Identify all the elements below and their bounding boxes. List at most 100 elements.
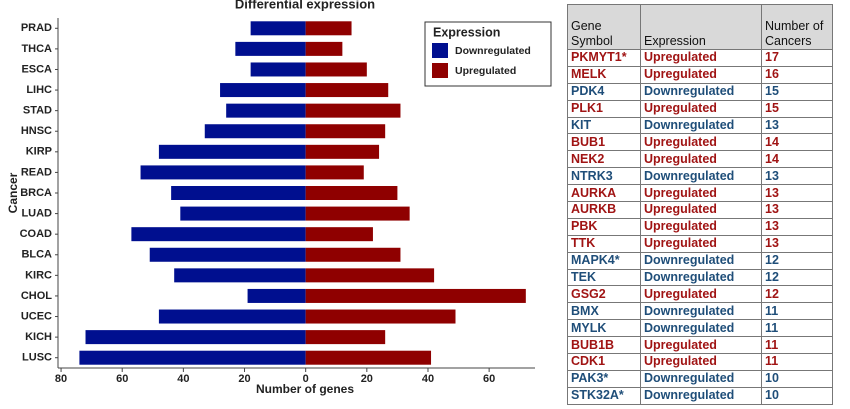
cell: STK32A* <box>567 386 641 405</box>
cell: Upregulated <box>640 285 762 304</box>
bar <box>131 227 306 242</box>
cell: 16 <box>761 65 833 84</box>
y-tick-label: COAD <box>20 228 52 240</box>
table-row: KIT Downregulated 13 <box>567 116 833 135</box>
bar <box>305 21 352 36</box>
cell: Downregulated <box>640 319 762 338</box>
y-tick-label: ESCA <box>21 63 52 75</box>
header-cell: Gene Symbol <box>567 4 641 50</box>
bar <box>305 103 401 118</box>
gene-table: Gene Symbol Expression Number of Cancers PK… <box>567 4 833 405</box>
cell: CDK1 <box>567 353 641 371</box>
x-tick-label: 60 <box>116 373 128 385</box>
bar <box>305 288 526 303</box>
cell: MELK <box>567 65 641 84</box>
cell: Downregulated <box>640 369 762 388</box>
table-row: NEK2 Upregulated 14 <box>567 150 833 169</box>
cell: Upregulated <box>640 99 762 118</box>
table-row: TTK Upregulated 13 <box>567 234 833 253</box>
y-tick-label: UCEC <box>21 310 52 322</box>
x-axis-label: Number of genes <box>256 382 354 396</box>
cell: Upregulated <box>640 184 762 203</box>
cell: 14 <box>761 133 833 152</box>
cell: Downregulated <box>640 268 762 287</box>
cell: 15 <box>761 99 833 118</box>
chart-title: Differential expression <box>235 0 375 11</box>
table-row: BUB1B Upregulated 11 <box>567 336 833 355</box>
cell: 12 <box>761 268 833 287</box>
cell: 10 <box>761 369 833 388</box>
cell: TEK <box>567 268 641 287</box>
table-row: BMX Downregulated 11 <box>567 302 833 321</box>
bar <box>247 288 306 303</box>
x-tick-label: 60 <box>483 373 495 385</box>
cell: Downregulated <box>640 82 762 101</box>
cell: BUB1 <box>567 133 641 152</box>
cell: Upregulated <box>640 150 762 169</box>
y-tick-label: KIRP <box>26 146 52 158</box>
bar <box>180 206 306 221</box>
cell: 11 <box>761 353 833 371</box>
bar <box>305 186 398 200</box>
cell: AURKA <box>567 184 641 203</box>
cell: 12 <box>761 251 833 270</box>
header-cell: Number of Cancers <box>761 4 833 50</box>
table-row: STK32A* Downregulated 10 <box>567 386 833 405</box>
bar <box>305 268 435 283</box>
cell: Downregulated <box>640 167 762 186</box>
bar <box>226 103 306 118</box>
y-tick-label: KIRC <box>25 269 52 281</box>
cell: Upregulated <box>640 133 762 152</box>
table-row: PKMYT1* Upregulated 17 <box>567 49 833 67</box>
bar <box>305 62 367 77</box>
y-tick-label: LUAD <box>21 207 52 219</box>
cell: 14 <box>761 150 833 169</box>
y-tick-label: LUSC <box>22 352 52 364</box>
bar <box>305 247 401 262</box>
cell: Downregulated <box>640 251 762 270</box>
bar <box>158 144 306 159</box>
cell: Downregulated <box>640 116 762 135</box>
cell: 13 <box>761 184 833 203</box>
chart: Differential expression Number of genes … <box>6 0 552 396</box>
header-cell: Expression <box>640 4 762 50</box>
cell: 15 <box>761 82 833 101</box>
x-tick-label: 40 <box>177 373 189 385</box>
table-row: BUB1 Upregulated 14 <box>567 133 833 152</box>
cell: KIT <box>567 116 641 135</box>
table-row: PDK4 Downregulated 15 <box>567 82 833 101</box>
cell: 13 <box>761 201 833 219</box>
x-tick-label: 40 <box>422 373 434 385</box>
legend-label: Downregulated <box>455 45 531 57</box>
cell: BMX <box>567 302 641 321</box>
cell: Downregulated <box>640 386 762 405</box>
bar <box>85 330 306 345</box>
cell: PBK <box>567 217 641 236</box>
bar <box>305 41 343 56</box>
cell: PKMYT1* <box>567 49 641 67</box>
x-tick-label: 20 <box>238 373 250 385</box>
cell: 13 <box>761 217 833 236</box>
cell: Upregulated <box>640 336 762 355</box>
table-row: PBK Upregulated 13 <box>567 217 833 236</box>
bar <box>250 21 306 36</box>
table-row: NTRK3 Downregulated 13 <box>567 167 833 186</box>
y-tick-label: HNSC <box>21 125 52 137</box>
cell: 11 <box>761 302 833 321</box>
table-row: MYLK Downregulated 11 <box>567 319 833 338</box>
y-tick-label: STAD <box>23 105 52 117</box>
cell: 11 <box>761 336 833 355</box>
bar <box>149 247 306 262</box>
y-tick-label: BRCA <box>20 187 52 199</box>
cell: Downregulated <box>640 302 762 321</box>
y-tick-label: BLCA <box>21 249 52 261</box>
cell: PLK1 <box>567 99 641 118</box>
bar <box>305 144 380 159</box>
legend-label: Upregulated <box>455 65 516 77</box>
bar <box>305 309 456 324</box>
cell: Upregulated <box>640 234 762 253</box>
bar <box>79 350 306 365</box>
cell: 13 <box>761 167 833 186</box>
bar <box>305 350 432 365</box>
bar <box>305 124 386 139</box>
